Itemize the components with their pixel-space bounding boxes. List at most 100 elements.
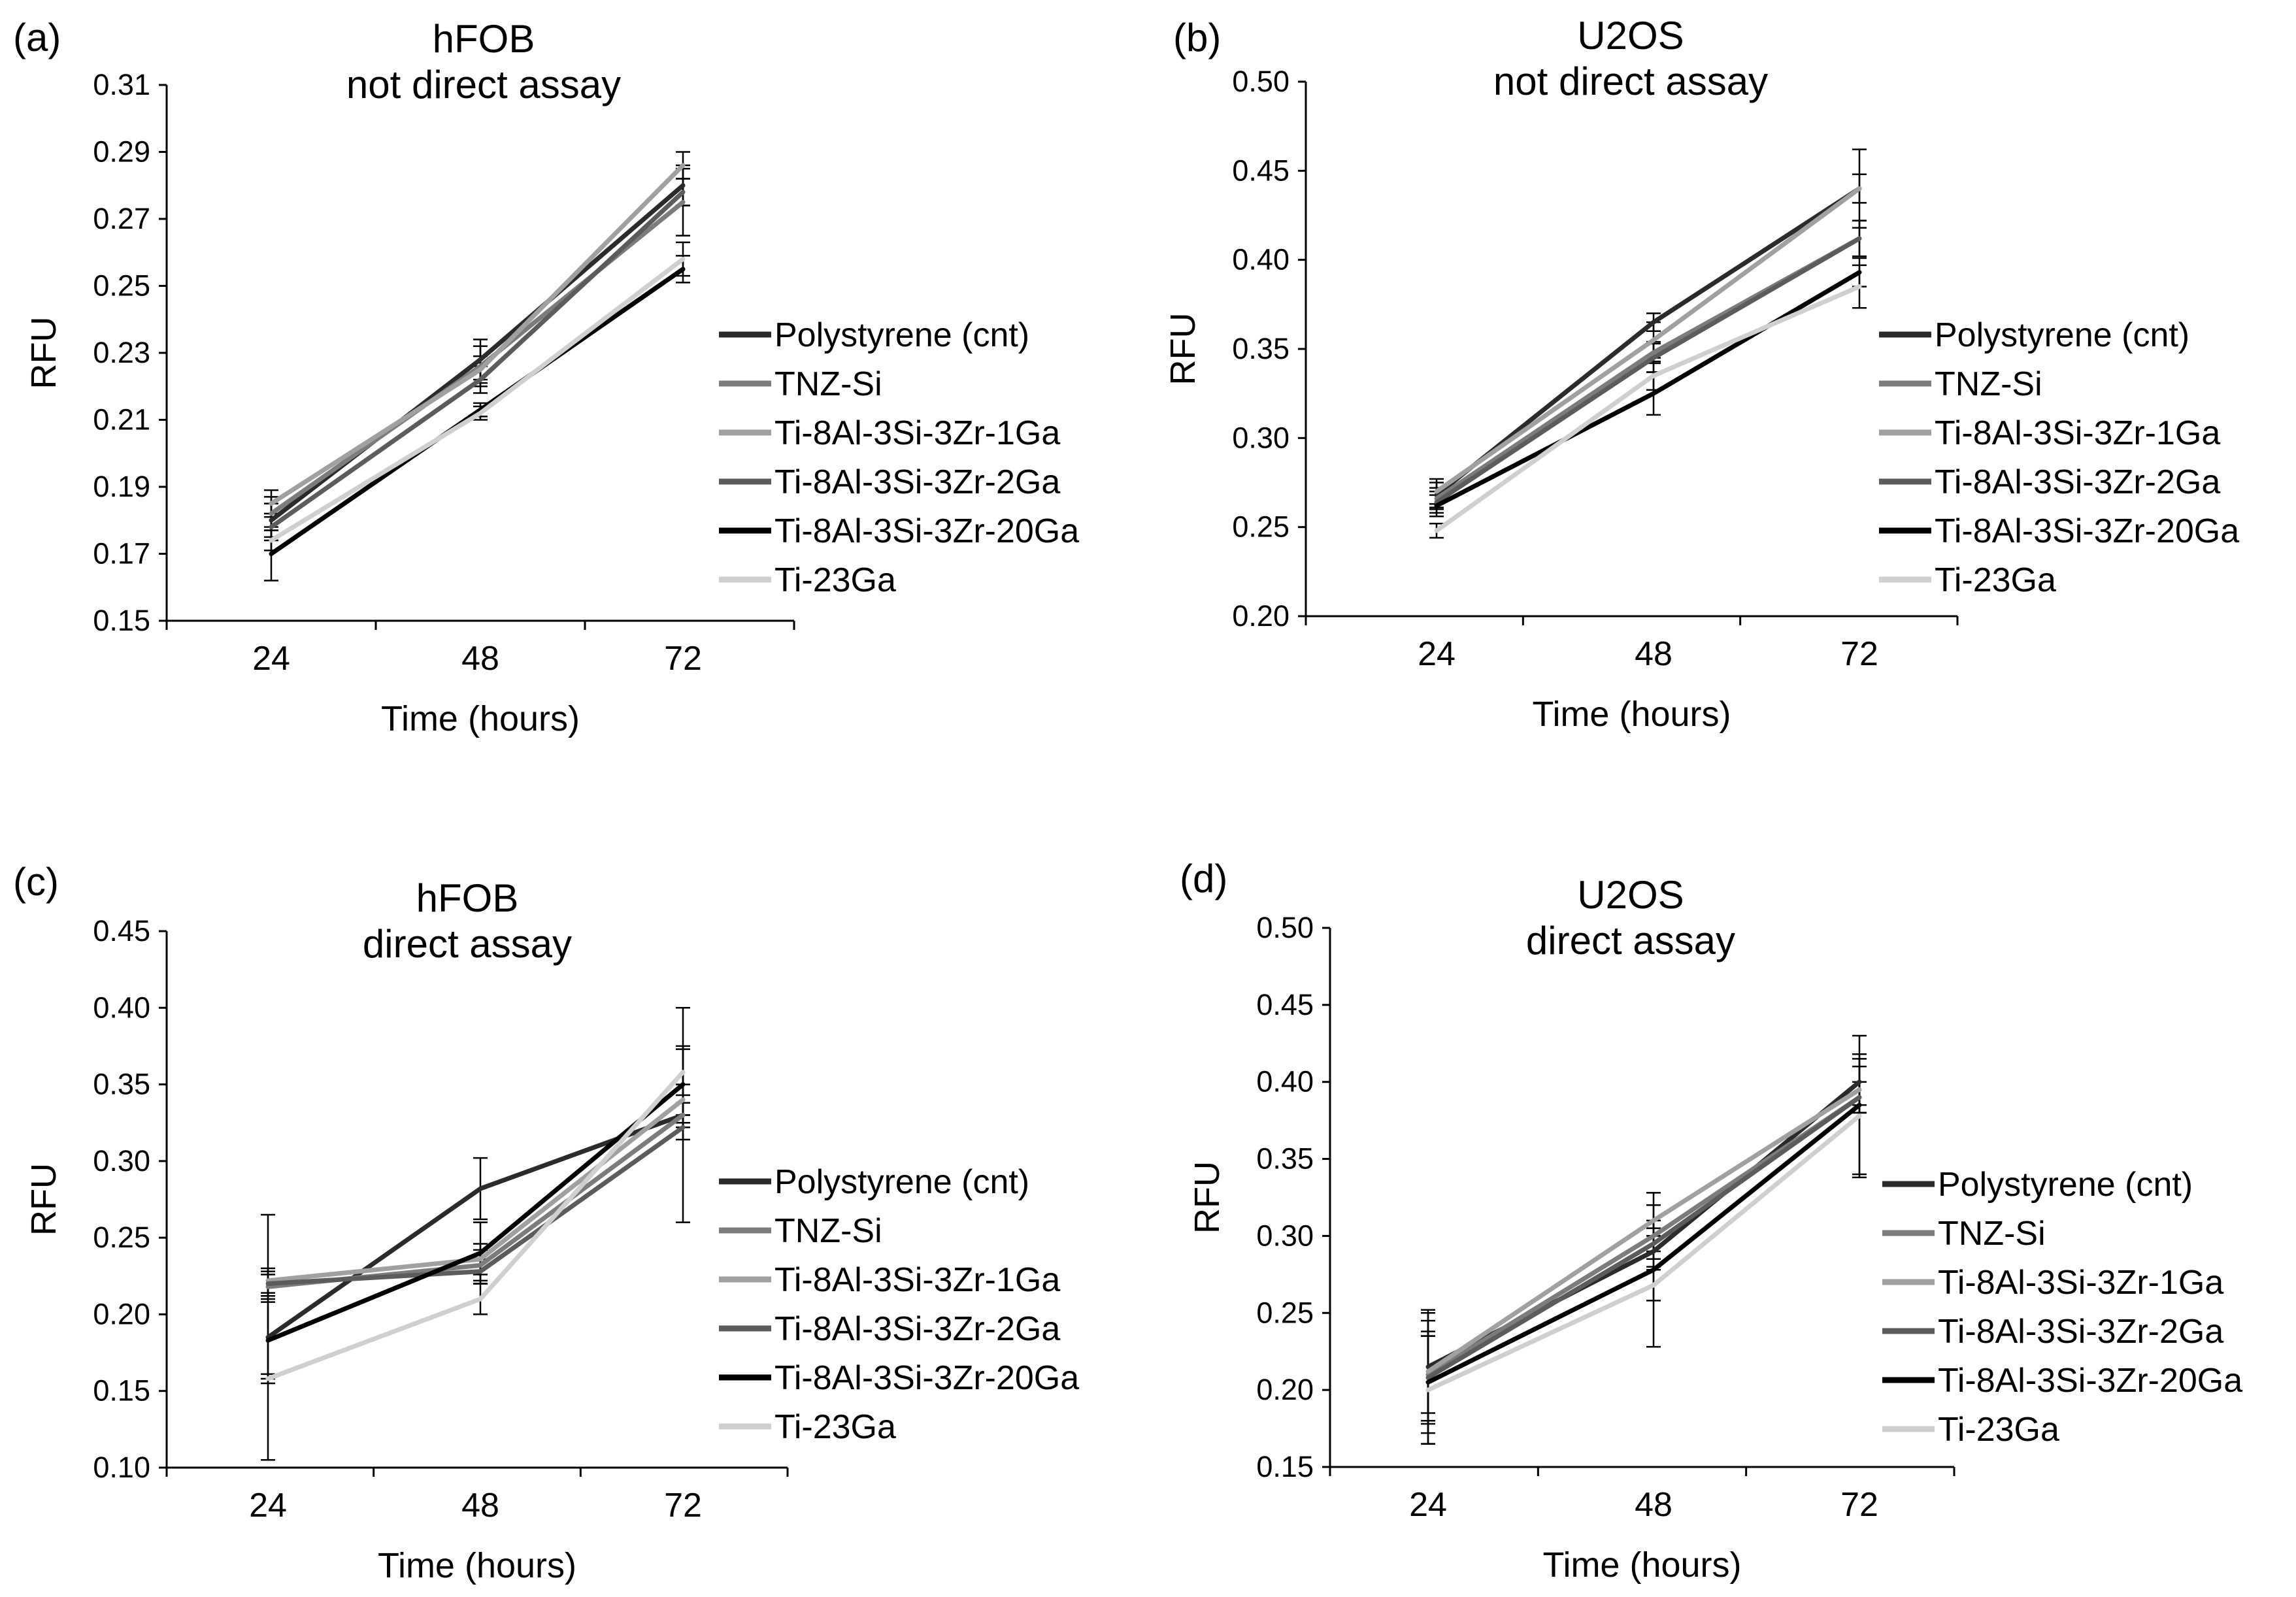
y-tick-label: 0.15 [93, 604, 150, 637]
legend-label: Ti-8Al-3Si-3Zr-2Ga [1935, 463, 2220, 501]
y-tick-label: 0.20 [1232, 599, 1289, 633]
y-tick-label: 0.40 [1232, 243, 1289, 276]
chart-title-line: U2OS [1577, 14, 1684, 58]
series-line [1425, 1113, 1862, 1392]
legend-label: Polystyrene (cnt) [774, 1163, 1029, 1201]
y-axis-title: RFU [1163, 313, 1203, 386]
legend-label: Polystyrene (cnt) [1935, 316, 2189, 354]
series-line [265, 1125, 686, 1287]
y-tick-label: 0.10 [93, 1451, 150, 1484]
y-axis-title: RFU [1188, 1161, 1227, 1234]
y-tick-label: 0.25 [1256, 1296, 1314, 1329]
y-tick-label: 0.45 [93, 914, 150, 947]
y-axis-title: RFU [24, 1163, 63, 1236]
panel-label: (c) [13, 860, 59, 904]
y-tick-label: 0.40 [93, 991, 150, 1024]
y-tick-label: 0.25 [1232, 510, 1289, 544]
y-tick-label: 0.29 [93, 135, 150, 169]
y-tick-label: 0.15 [1256, 1450, 1314, 1483]
legend-label: TNZ-Si [774, 1212, 882, 1250]
legend-label: Ti-8Al-3Si-3Zr-20Ga [774, 512, 1079, 550]
series-group [261, 1048, 690, 1385]
legend-label: Ti-8Al-3Si-3Zr-20Ga [1938, 1362, 2242, 1400]
legend-label: Ti-23Ga [774, 1408, 896, 1446]
legend-label: Ti-8Al-3Si-3Zr-20Ga [1935, 512, 2239, 550]
chart-title-line: hFOB [433, 17, 535, 61]
legend-label: Ti-8Al-3Si-3Zr-1Ga [1935, 414, 2220, 452]
legend-label: TNZ-Si [1938, 1215, 2046, 1253]
x-axis-title: Time (hours) [1532, 695, 1731, 734]
legend-label: Polystyrene (cnt) [1938, 1166, 2193, 1204]
legend-label: Ti-23Ga [774, 561, 896, 599]
legend-label: Polystyrene (cnt) [774, 316, 1029, 354]
legend-label: Ti-23Ga [1935, 561, 2056, 599]
y-axis-title: RFU [24, 317, 63, 389]
x-tick-label: 72 [1840, 1486, 1878, 1524]
y-tick-label: 0.19 [93, 470, 150, 503]
series-line [269, 189, 686, 529]
series-line [1434, 270, 1862, 508]
x-tick-label: 48 [1635, 1486, 1672, 1524]
legend-label: Ti-8Al-3Si-3Zr-20Ga [774, 1359, 1079, 1397]
chart-title-line: U2OS [1577, 873, 1684, 917]
x-tick-label: 24 [1409, 1486, 1447, 1524]
y-tick-label: 0.50 [1232, 65, 1289, 98]
series-line [1425, 1087, 1862, 1374]
legend: Polystyrene (cnt) TNZ-Si Ti-8Al-3Si-3Zr-1G… [719, 1163, 1079, 1446]
y-tick-label: 0.17 [93, 537, 150, 570]
y-tick-label: 0.15 [93, 1374, 150, 1408]
y-tick-label: 0.50 [1256, 911, 1314, 944]
x-tick-label: 24 [1418, 635, 1456, 673]
legend: Polystyrene (cnt) TNZ-Si Ti-8Al-3Si-3Zr-1G… [719, 316, 1079, 599]
series-line [1425, 1095, 1862, 1377]
x-tick-label: 72 [664, 640, 702, 678]
y-tick-label: 0.27 [93, 202, 150, 235]
y-tick-label: 0.35 [1232, 332, 1289, 365]
legend: Polystyrene (cnt) TNZ-Si Ti-8Al-3Si-3Zr-1G… [1882, 1166, 2242, 1449]
y-tick-label: 0.45 [1256, 988, 1314, 1021]
panel-label: (b) [1173, 16, 1221, 59]
y-tick-label: 0.30 [1256, 1219, 1314, 1252]
y-tick-label: 0.23 [93, 336, 150, 369]
x-axis-title: Time (hours) [1542, 1545, 1741, 1585]
x-tick-label: 48 [461, 1487, 499, 1524]
y-tick-label: 0.20 [1256, 1373, 1314, 1406]
chart-title-line: not direct assay [1493, 59, 1768, 103]
chart-title-line: direct assay [1526, 919, 1735, 963]
y-tick-label: 0.35 [1256, 1142, 1314, 1176]
series-group [264, 151, 690, 518]
legend: Polystyrene (cnt) TNZ-Si Ti-8Al-3Si-3Zr-1G… [1879, 316, 2239, 599]
series-line [1434, 284, 1862, 533]
series-line [1434, 236, 1862, 504]
x-tick-label: 24 [249, 1487, 287, 1524]
series-line [1425, 1102, 1862, 1385]
x-tick-label: 72 [664, 1487, 702, 1524]
y-tick-label: 0.40 [1256, 1065, 1314, 1098]
chart-title-line: direct assay [363, 922, 572, 966]
y-tick-label: 0.30 [93, 1144, 150, 1177]
series-group [261, 1045, 690, 1380]
series-line [269, 163, 686, 506]
y-tick-label: 0.31 [93, 68, 150, 101]
legend-label: Ti-8Al-3Si-3Zr-1Ga [1938, 1264, 2223, 1302]
series-line [1434, 186, 1862, 498]
legend-label: Ti-8Al-3Si-3Zr-2Ga [1938, 1313, 2223, 1351]
y-tick-label: 0.25 [93, 269, 150, 303]
legend-label: Ti-8Al-3Si-3Zr-1Ga [774, 414, 1060, 452]
panel-label: (d) [1180, 857, 1227, 900]
x-tick-label: 48 [1635, 635, 1672, 673]
legend-label: TNZ-Si [1935, 365, 2042, 403]
series-line [265, 1082, 686, 1343]
y-tick-label: 0.20 [93, 1297, 150, 1330]
legend-label: Ti-8Al-3Si-3Zr-1Ga [774, 1261, 1060, 1299]
series-group [261, 1007, 690, 1461]
x-axis-title: Time (hours) [378, 1546, 576, 1585]
series-line [269, 257, 686, 543]
x-axis-title: Time (hours) [381, 699, 580, 738]
y-tick-label: 0.30 [1232, 421, 1289, 454]
y-tick-label: 0.25 [93, 1221, 150, 1254]
